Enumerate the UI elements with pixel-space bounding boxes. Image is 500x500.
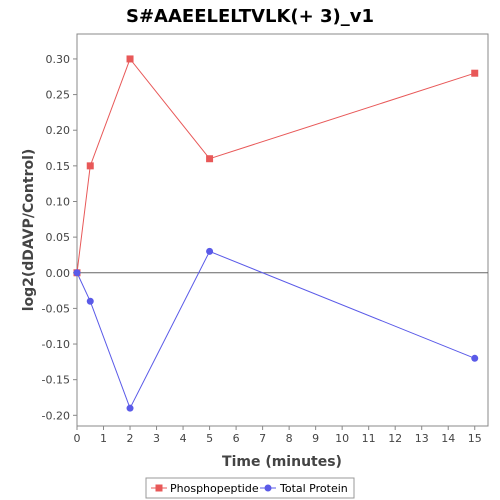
y-tick-label: 0.10 [46, 195, 71, 208]
legend: Phosphopeptide Total Protein [145, 477, 355, 499]
x-tick-label: 1 [100, 432, 107, 445]
y-axis: -0.20 -0.15 -0.10 -0.05 0.00 0.05 0.10 0.15 0.20… [42, 53, 77, 422]
x-tick-label: 8 [286, 432, 293, 445]
x-tick-label: 7 [259, 432, 266, 445]
x-tick-label: 0 [74, 432, 81, 445]
x-tick-label: 13 [415, 432, 429, 445]
data-point-total-protein [471, 354, 479, 362]
x-tick-label: 15 [468, 432, 482, 445]
data-point-total-protein [86, 297, 94, 305]
x-tick-label: 5 [206, 432, 213, 445]
legend-label-phosphopeptide: Phosphopeptide [170, 482, 259, 495]
data-point-total-protein [126, 404, 134, 412]
series-layer [73, 55, 479, 412]
y-tick-label: -0.20 [42, 409, 70, 422]
x-tick-label: 11 [362, 432, 376, 445]
x-axis: 0 1 2 3 4 5 6 7 8 9 10 11 12 13 14 15 [74, 426, 482, 445]
data-point-phosphopeptide [471, 69, 479, 77]
x-tick-label: 10 [335, 432, 349, 445]
x-tick-label: 6 [233, 432, 240, 445]
legend-marker-total-protein [264, 484, 272, 492]
y-tick-label: 0.00 [46, 267, 71, 280]
x-tick-label: 4 [180, 432, 187, 445]
data-point-total-protein [73, 269, 81, 277]
y-tick-label: 0.25 [46, 89, 71, 102]
data-point-total-protein [206, 247, 214, 255]
plot-area [76, 33, 489, 427]
x-tick-label: 14 [441, 432, 455, 445]
x-tick-label: 9 [312, 432, 319, 445]
y-tick-label: -0.10 [42, 338, 70, 351]
y-tick-label: 0.30 [46, 53, 71, 66]
legend-marker-phosphopeptide [155, 484, 163, 492]
data-point-phosphopeptide [206, 155, 214, 163]
x-tick-label: 3 [153, 432, 160, 445]
x-tick-label: 12 [388, 432, 402, 445]
legend-label-total-protein: Total Protein [279, 482, 348, 495]
y-tick-label: 0.05 [46, 231, 71, 244]
x-tick-label: 2 [127, 432, 134, 445]
data-point-phosphopeptide [86, 162, 94, 170]
x-axis-label: Time (minutes) [222, 454, 342, 470]
y-tick-label: -0.15 [42, 374, 70, 387]
legend-box [145, 477, 355, 499]
data-point-phosphopeptide [126, 55, 134, 63]
y-tick-label: 0.15 [46, 160, 71, 173]
y-tick-label: 0.20 [46, 124, 71, 137]
y-axis-label: log2(dDAVP/Control) [21, 149, 37, 312]
chart-title: S#AAEELELTVLK(+ 3)_v1 [126, 6, 374, 27]
y-tick-label: -0.05 [42, 302, 70, 315]
